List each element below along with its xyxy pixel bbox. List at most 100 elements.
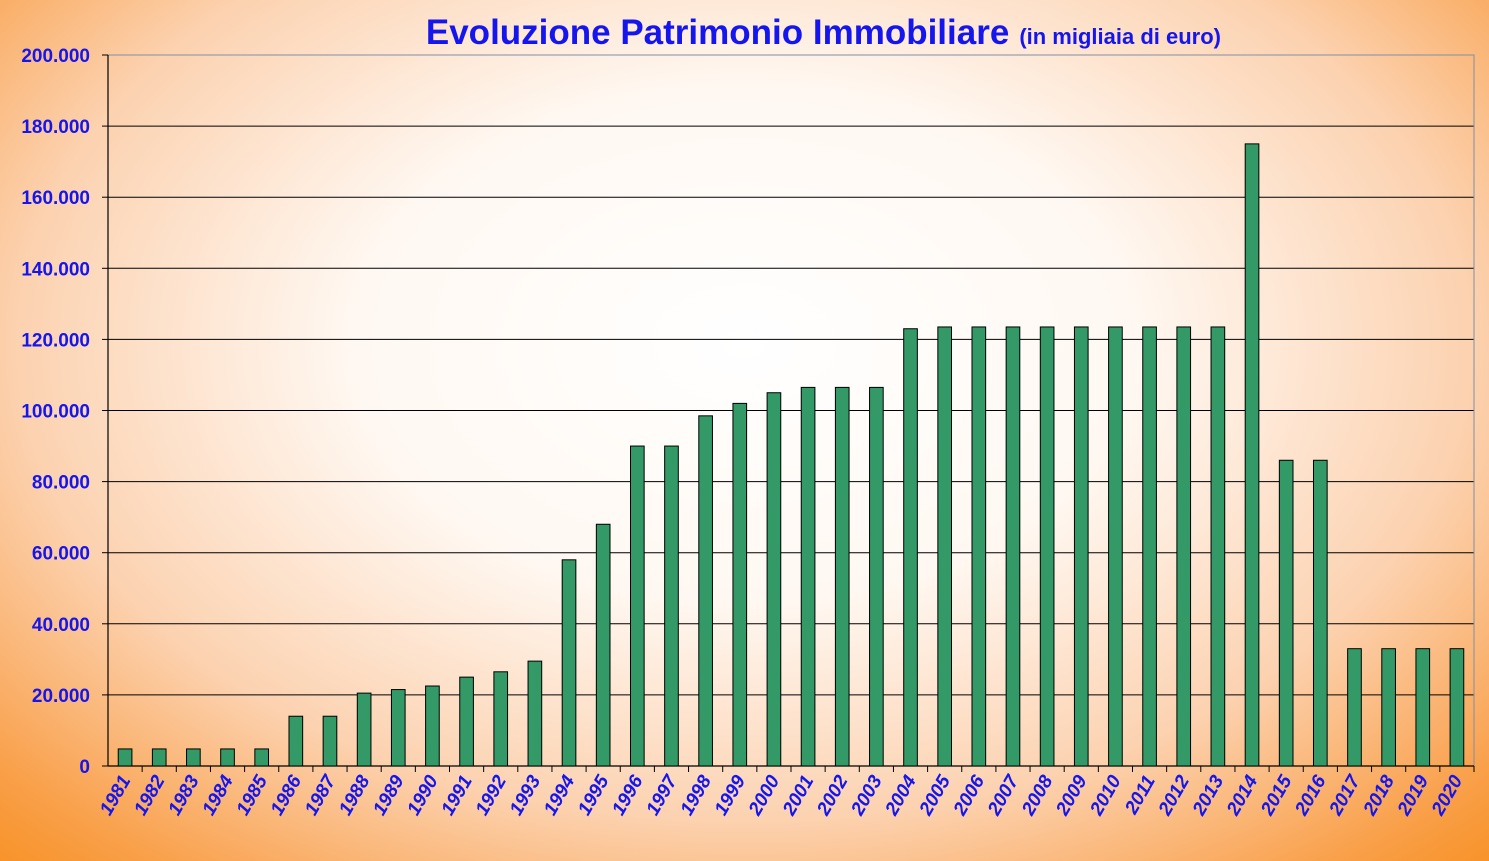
bar-1982 [151,748,167,767]
bar-2007 [1005,326,1021,767]
bar-2000 [766,392,782,767]
bar-2016 [1312,459,1328,767]
x-tick-label-2009: 2009 [1052,772,1092,820]
x-tick-label-1997: 1997 [642,771,682,819]
y-tick-label: 80.000 [32,473,90,494]
x-tick-label-2000: 2000 [744,772,784,820]
x-tick-label-1984: 1984 [199,772,239,819]
x-tick-label-2008: 2008 [1018,772,1058,820]
x-tick-label-1989: 1989 [369,772,409,819]
x-tick-label-1993: 1993 [506,772,546,819]
x-tick-label-2019: 2019 [1393,772,1433,820]
x-tick-label-1991: 1991 [438,772,477,819]
bar-2017 [1347,648,1362,767]
x-tick-label-2016: 2016 [1291,772,1331,820]
bar-1984 [220,748,235,767]
x-tick-label-2013: 2013 [1188,772,1228,820]
x-tick-label-2018: 2018 [1359,772,1399,820]
x-tick-label-1990: 1990 [403,772,443,819]
x-tick-label-2004: 2004 [881,772,921,820]
bar-1987 [322,715,338,767]
y-tick-label: 60.000 [32,544,90,565]
bar-1995 [595,523,611,767]
x-tick-label-1995: 1995 [574,772,614,819]
chart-title: Evoluzione Patrimonio Immobiliare (in mig… [426,13,1221,52]
bar-1985 [254,748,270,767]
x-tick-label-2003: 2003 [847,772,887,820]
x-tick-label-1986: 1986 [267,772,307,819]
bar-1990 [425,685,440,767]
bar-1986 [288,715,304,767]
x-tick-label-1994: 1994 [540,772,580,819]
bar-2002 [834,386,850,767]
x-tick-label-1982: 1982 [130,772,170,819]
x-tick-label-2001: 2001 [779,772,819,820]
bar-1993 [527,660,543,767]
bar-2014 [1244,143,1260,767]
x-tick-label-1996: 1996 [608,772,648,819]
x-tick-label-2011: 2011 [1121,772,1160,819]
bar-2009 [1073,326,1089,767]
bar-2001 [800,386,816,767]
bar-1999 [732,402,748,767]
gridlines [108,54,1474,696]
x-tick-label-1983: 1983 [164,772,204,819]
axes [102,54,1475,772]
bar-2020 [1449,648,1465,767]
bar-1988 [356,692,372,767]
bar-2015 [1278,459,1294,767]
bar-2008 [1039,326,1055,767]
x-tick-label-2014: 2014 [1223,772,1263,820]
x-tick-label-2007: 2007 [983,771,1024,820]
x-tick-label-1988: 1988 [335,772,375,819]
x-axis-ticks: 1981198219831984198519861987198819891990… [96,771,1467,820]
y-tick-label: 120.000 [21,330,90,351]
x-tick-label-1998: 1998 [677,772,717,819]
y-tick-label: 140.000 [21,259,90,280]
bar-2013 [1210,326,1226,767]
bar-2019 [1415,648,1431,767]
chart-title-main: Evoluzione Patrimonio Immobiliare [426,13,1009,52]
bar-1997 [664,445,679,767]
bar-1991 [459,676,474,767]
bar-1981 [117,748,133,767]
bar-1998 [698,415,713,767]
x-tick-label-1992: 1992 [472,772,512,819]
bar-2005 [937,326,953,767]
y-tick-label: 0 [79,757,90,778]
bar-2011 [1142,326,1157,767]
bar-2010 [1108,326,1123,767]
x-tick-label-2002: 2002 [813,772,853,820]
x-tick-label-1987: 1987 [301,771,341,819]
x-tick-label-2015: 2015 [1257,772,1297,820]
bars [117,143,1465,767]
chart-subtitle: (in migliaia di euro) [1019,24,1221,49]
bar-1989 [390,689,406,767]
x-tick-label-2010: 2010 [1086,772,1126,820]
bar-1992 [493,671,509,767]
x-tick-label-2020: 2020 [1427,772,1467,820]
x-tick-label-1985: 1985 [233,772,273,819]
bar-2018 [1381,648,1396,767]
bar-1983 [186,748,201,767]
y-tick-label: 180.000 [21,117,90,138]
y-axis-ticks: 0 20.000 40.000 60.000 80.000 100.000 120.000 1… [21,46,90,778]
bar-2003 [869,386,884,767]
bar-2004 [903,328,918,767]
y-tick-label: 160.000 [21,188,90,209]
x-tick-label-2017: 2017 [1325,771,1366,820]
bar-2012 [1176,326,1192,767]
y-tick-label: 200.000 [21,46,90,67]
x-tick-label-1981: 1981 [96,772,135,819]
y-tick-label: 20.000 [32,686,90,707]
x-tick-label-2006: 2006 [949,772,989,820]
y-tick-label: 100.000 [21,402,90,423]
bar-1994 [561,559,577,767]
bar-1996 [629,445,645,767]
x-tick-label-2012: 2012 [1154,772,1194,820]
x-tick-label-2005: 2005 [915,772,955,820]
y-tick-label: 40.000 [32,615,90,636]
x-tick-label-1999: 1999 [711,772,751,819]
